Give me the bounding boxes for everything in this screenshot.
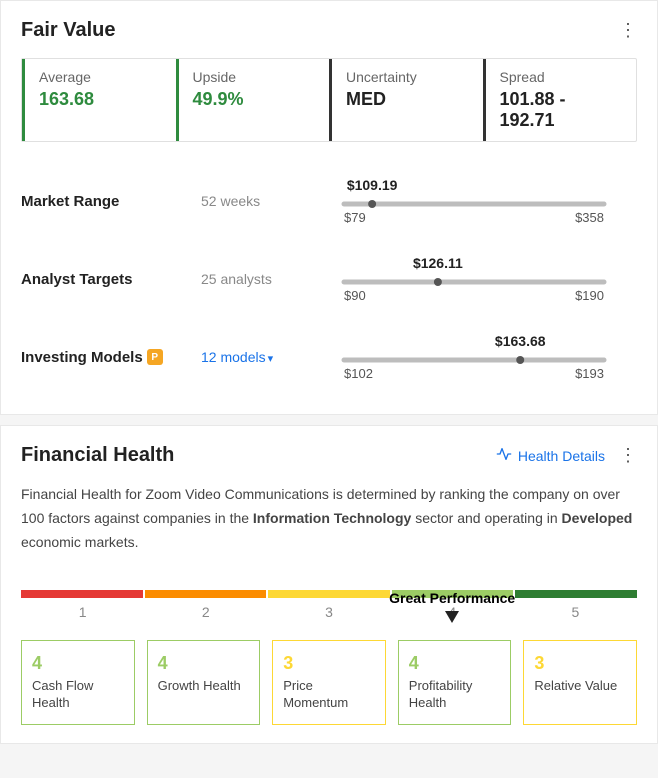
- svg-text:$109.19: $109.19: [347, 177, 398, 193]
- performance-marker-icon: [445, 610, 459, 628]
- range-chart: $109.19 $79 $358: [311, 176, 637, 226]
- performance-segments: [21, 590, 637, 598]
- health-box-label: Cash Flow Health: [32, 678, 124, 712]
- svg-text:$102: $102: [344, 366, 373, 381]
- range-chart: $126.11 $90 $190: [311, 254, 637, 304]
- health-box-label: Profitability Health: [409, 678, 501, 712]
- fair-value-cell-value: 101.88 - 192.71: [500, 89, 623, 131]
- performance-segment: [268, 590, 390, 598]
- fair-value-header: Fair Value ⋮: [21, 19, 637, 42]
- svg-text:$163.68: $163.68: [495, 333, 546, 349]
- fair-value-cell: Upside 49.9%: [176, 59, 330, 141]
- performance-segment: [515, 590, 637, 598]
- health-score-box: 3 Price Momentum: [272, 640, 386, 725]
- health-score-box: 4 Cash Flow Health: [21, 640, 135, 725]
- performance-number: 1: [21, 604, 144, 620]
- svg-text:$193: $193: [575, 366, 604, 381]
- range-name: Analyst Targets: [21, 271, 201, 288]
- range-row: Analyst Targets 25 analysts $126.11 $90 $19…: [21, 240, 637, 318]
- range-sub-link[interactable]: 12 models▾: [201, 349, 311, 365]
- performance-segment: [145, 590, 267, 598]
- performance-label: Great Performance: [389, 590, 515, 606]
- pulse-icon: [496, 446, 512, 465]
- financial-health-header: Financial Health Health Details ⋮: [21, 444, 637, 467]
- financial-health-title: Financial Health: [21, 444, 174, 467]
- fair-value-title: Fair Value: [21, 19, 116, 42]
- fair-value-cell-value: MED: [346, 89, 469, 110]
- health-box-score: 4: [409, 653, 501, 674]
- fair-value-cell-label: Uncertainty: [346, 69, 469, 85]
- fair-value-ranges: Market Range 52 weeks $109.19 $79 $358 Analy…: [21, 162, 637, 396]
- fair-value-cell-label: Average: [39, 69, 162, 85]
- chevron-down-icon: ▾: [268, 353, 274, 365]
- performance-number: 3: [267, 604, 390, 620]
- health-score-box: 3 Relative Value: [523, 640, 637, 725]
- fair-value-cell-label: Spread: [500, 69, 623, 85]
- health-box-score: 4: [158, 653, 250, 674]
- health-box-label: Relative Value: [534, 678, 626, 695]
- range-chart: $163.68 $102 $193: [311, 332, 637, 382]
- health-box-label: Growth Health: [158, 678, 250, 695]
- health-score-box: 4 Growth Health: [147, 640, 261, 725]
- health-details-label: Health Details: [518, 448, 605, 464]
- svg-text:$126.11: $126.11: [413, 255, 463, 271]
- performance-numbers: 12345: [21, 604, 637, 620]
- health-score-boxes: 4 Cash Flow Health 4 Growth Health 3 Price Mo…: [21, 640, 637, 725]
- financial-health-actions: Health Details ⋮: [496, 445, 637, 466]
- health-box-score: 3: [283, 653, 375, 674]
- health-box-score: 4: [32, 653, 124, 674]
- pro-badge-icon: P: [147, 349, 163, 365]
- more-icon[interactable]: ⋮: [619, 20, 637, 41]
- fair-value-cell: Uncertainty MED: [329, 59, 483, 141]
- health-details-link[interactable]: Health Details: [496, 446, 605, 465]
- svg-text:$79: $79: [344, 210, 366, 225]
- health-box-label: Price Momentum: [283, 678, 375, 712]
- range-name: Investing Models P: [21, 349, 201, 366]
- range-name: Market Range: [21, 193, 201, 210]
- health-box-score: 3: [534, 653, 626, 674]
- performance-number: 5: [514, 604, 637, 620]
- performance-number: 2: [144, 604, 267, 620]
- range-sub-label: 52 weeks: [201, 193, 311, 209]
- svg-text:$90: $90: [344, 288, 366, 303]
- fair-value-cell: Spread 101.88 - 192.71: [483, 59, 637, 141]
- fair-value-card: Fair Value ⋮ Average 163.68 Upside 49.9% Unc…: [0, 0, 658, 415]
- fair-value-summary-row: Average 163.68 Upside 49.9% Uncertainty MED Sp…: [21, 58, 637, 142]
- range-row: Market Range 52 weeks $109.19 $79 $358: [21, 162, 637, 240]
- range-row: Investing Models P12 models▾$163.68$102$…: [21, 318, 637, 396]
- fair-value-cell-label: Upside: [193, 69, 316, 85]
- fair-value-cell-value: 163.68: [39, 89, 162, 110]
- fair-value-cell: Average 163.68: [22, 59, 176, 141]
- financial-health-card: Financial Health Health Details ⋮ Financ…: [0, 425, 658, 744]
- health-score-box: 4 Profitability Health: [398, 640, 512, 725]
- more-icon[interactable]: ⋮: [619, 445, 637, 466]
- financial-health-description: Financial Health for Zoom Video Communic…: [21, 483, 637, 554]
- performance-segment: [21, 590, 143, 598]
- svg-text:$190: $190: [575, 288, 604, 303]
- fair-value-cell-value: 49.9%: [193, 89, 316, 110]
- range-sub-label: 25 analysts: [201, 271, 311, 287]
- svg-text:$358: $358: [575, 210, 604, 225]
- performance-bar: Great Performance12345: [21, 590, 637, 620]
